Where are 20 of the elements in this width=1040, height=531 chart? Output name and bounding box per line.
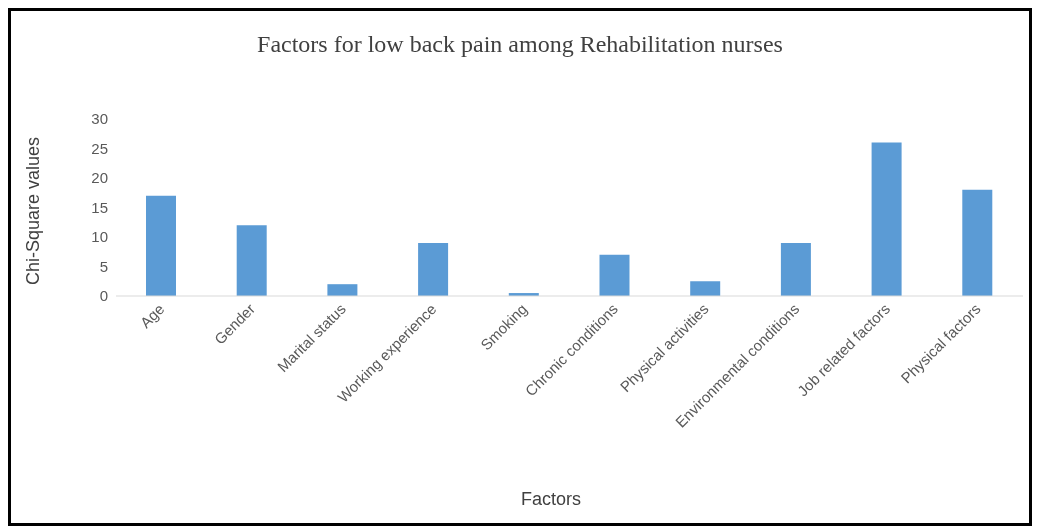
x-axis-title: Factors bbox=[520, 489, 582, 510]
bar bbox=[962, 189, 993, 296]
bar bbox=[327, 284, 358, 296]
bar bbox=[690, 281, 721, 296]
chart-title: Factors for low back pain among Rehabilitation nurses bbox=[256, 31, 784, 58]
y-axis-title: Chi-Square values bbox=[22, 136, 44, 286]
bar bbox=[871, 142, 902, 296]
y-tick-label: 15 bbox=[91, 198, 108, 216]
y-tick-label: 20 bbox=[91, 169, 108, 187]
y-tick-label: 30 bbox=[91, 110, 108, 128]
y-tick-label: 5 bbox=[99, 257, 108, 275]
bar bbox=[418, 242, 449, 296]
bar bbox=[236, 225, 267, 296]
y-tick-label: 0 bbox=[99, 287, 108, 305]
bar bbox=[146, 195, 176, 296]
bar bbox=[780, 242, 811, 296]
x-tick-label: Age bbox=[136, 300, 168, 331]
y-tick-label: 25 bbox=[91, 139, 108, 157]
y-tick-label: 10 bbox=[91, 228, 108, 246]
bar bbox=[599, 254, 630, 296]
